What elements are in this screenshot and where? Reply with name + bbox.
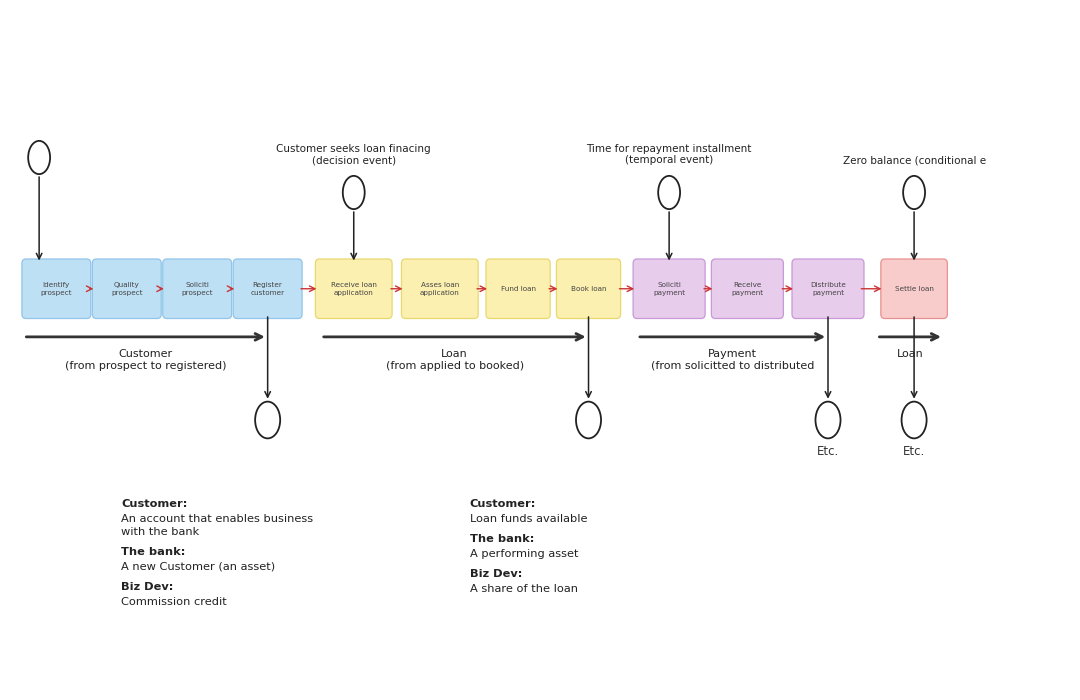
Text: Biz Dev:: Biz Dev: (121, 582, 174, 591)
Ellipse shape (903, 176, 926, 209)
Text: Customer:: Customer: (470, 498, 536, 509)
Text: Payment
(from solicitted to distributed: Payment (from solicitted to distributed (651, 349, 814, 371)
Text: The bank:: The bank: (121, 547, 186, 556)
Text: A performing asset: A performing asset (470, 549, 578, 559)
Ellipse shape (342, 176, 365, 209)
Ellipse shape (815, 402, 840, 438)
Text: Distribute
payment: Distribute payment (810, 281, 846, 295)
Text: An account that enables business: An account that enables business (121, 514, 313, 524)
FancyBboxPatch shape (163, 259, 231, 318)
FancyBboxPatch shape (633, 259, 705, 318)
Text: Book loan: Book loan (570, 286, 606, 292)
Text: Zero balance (conditional e: Zero balance (conditional e (842, 155, 986, 165)
Text: Etc.: Etc. (903, 445, 926, 458)
Text: Time for repayment installment
(temporal event): Time for repayment installment (temporal… (586, 144, 752, 165)
Text: Commission credit: Commission credit (121, 596, 227, 606)
Text: Loan funds available: Loan funds available (470, 514, 588, 524)
Text: A new Customer (an asset): A new Customer (an asset) (121, 561, 275, 572)
Text: Customer:: Customer: (121, 498, 188, 509)
Text: Settle loan: Settle loan (894, 286, 933, 292)
Text: Etc.: Etc. (816, 445, 839, 458)
FancyBboxPatch shape (315, 259, 392, 318)
FancyBboxPatch shape (402, 259, 478, 318)
Text: Soliciti
payment: Soliciti payment (653, 281, 685, 295)
Text: Fund loan: Fund loan (501, 286, 536, 292)
FancyBboxPatch shape (792, 259, 864, 318)
Text: Receive loan
application: Receive loan application (330, 281, 377, 295)
Text: Biz Dev:: Biz Dev: (470, 568, 522, 579)
Ellipse shape (576, 402, 602, 438)
FancyBboxPatch shape (556, 259, 621, 318)
Text: A share of the loan: A share of the loan (470, 584, 578, 594)
FancyBboxPatch shape (881, 259, 947, 318)
Text: Soliciti
prospect: Soliciti prospect (181, 281, 213, 295)
Text: with the bank: with the bank (121, 526, 200, 537)
FancyBboxPatch shape (22, 259, 91, 318)
Text: Identify
prospect: Identify prospect (41, 281, 72, 295)
Text: Register
customer: Register customer (251, 281, 285, 295)
Ellipse shape (658, 176, 680, 209)
FancyBboxPatch shape (486, 259, 550, 318)
Text: Loan
(from applied to booked): Loan (from applied to booked) (386, 349, 524, 371)
Text: Quality
prospect: Quality prospect (111, 281, 143, 295)
Text: Customer
(from prospect to registered): Customer (from prospect to registered) (65, 349, 227, 371)
FancyBboxPatch shape (233, 259, 302, 318)
Ellipse shape (902, 402, 927, 438)
Ellipse shape (28, 141, 50, 174)
Text: Customer seeks loan finacing
(decision event): Customer seeks loan finacing (decision e… (276, 144, 431, 165)
Text: Asses loan
application: Asses loan application (420, 281, 460, 295)
Text: The bank:: The bank: (470, 533, 534, 544)
FancyBboxPatch shape (93, 259, 161, 318)
Ellipse shape (255, 402, 280, 438)
FancyBboxPatch shape (712, 259, 783, 318)
Text: Loan: Loan (896, 349, 923, 359)
Text: Receive
payment: Receive payment (731, 281, 764, 295)
